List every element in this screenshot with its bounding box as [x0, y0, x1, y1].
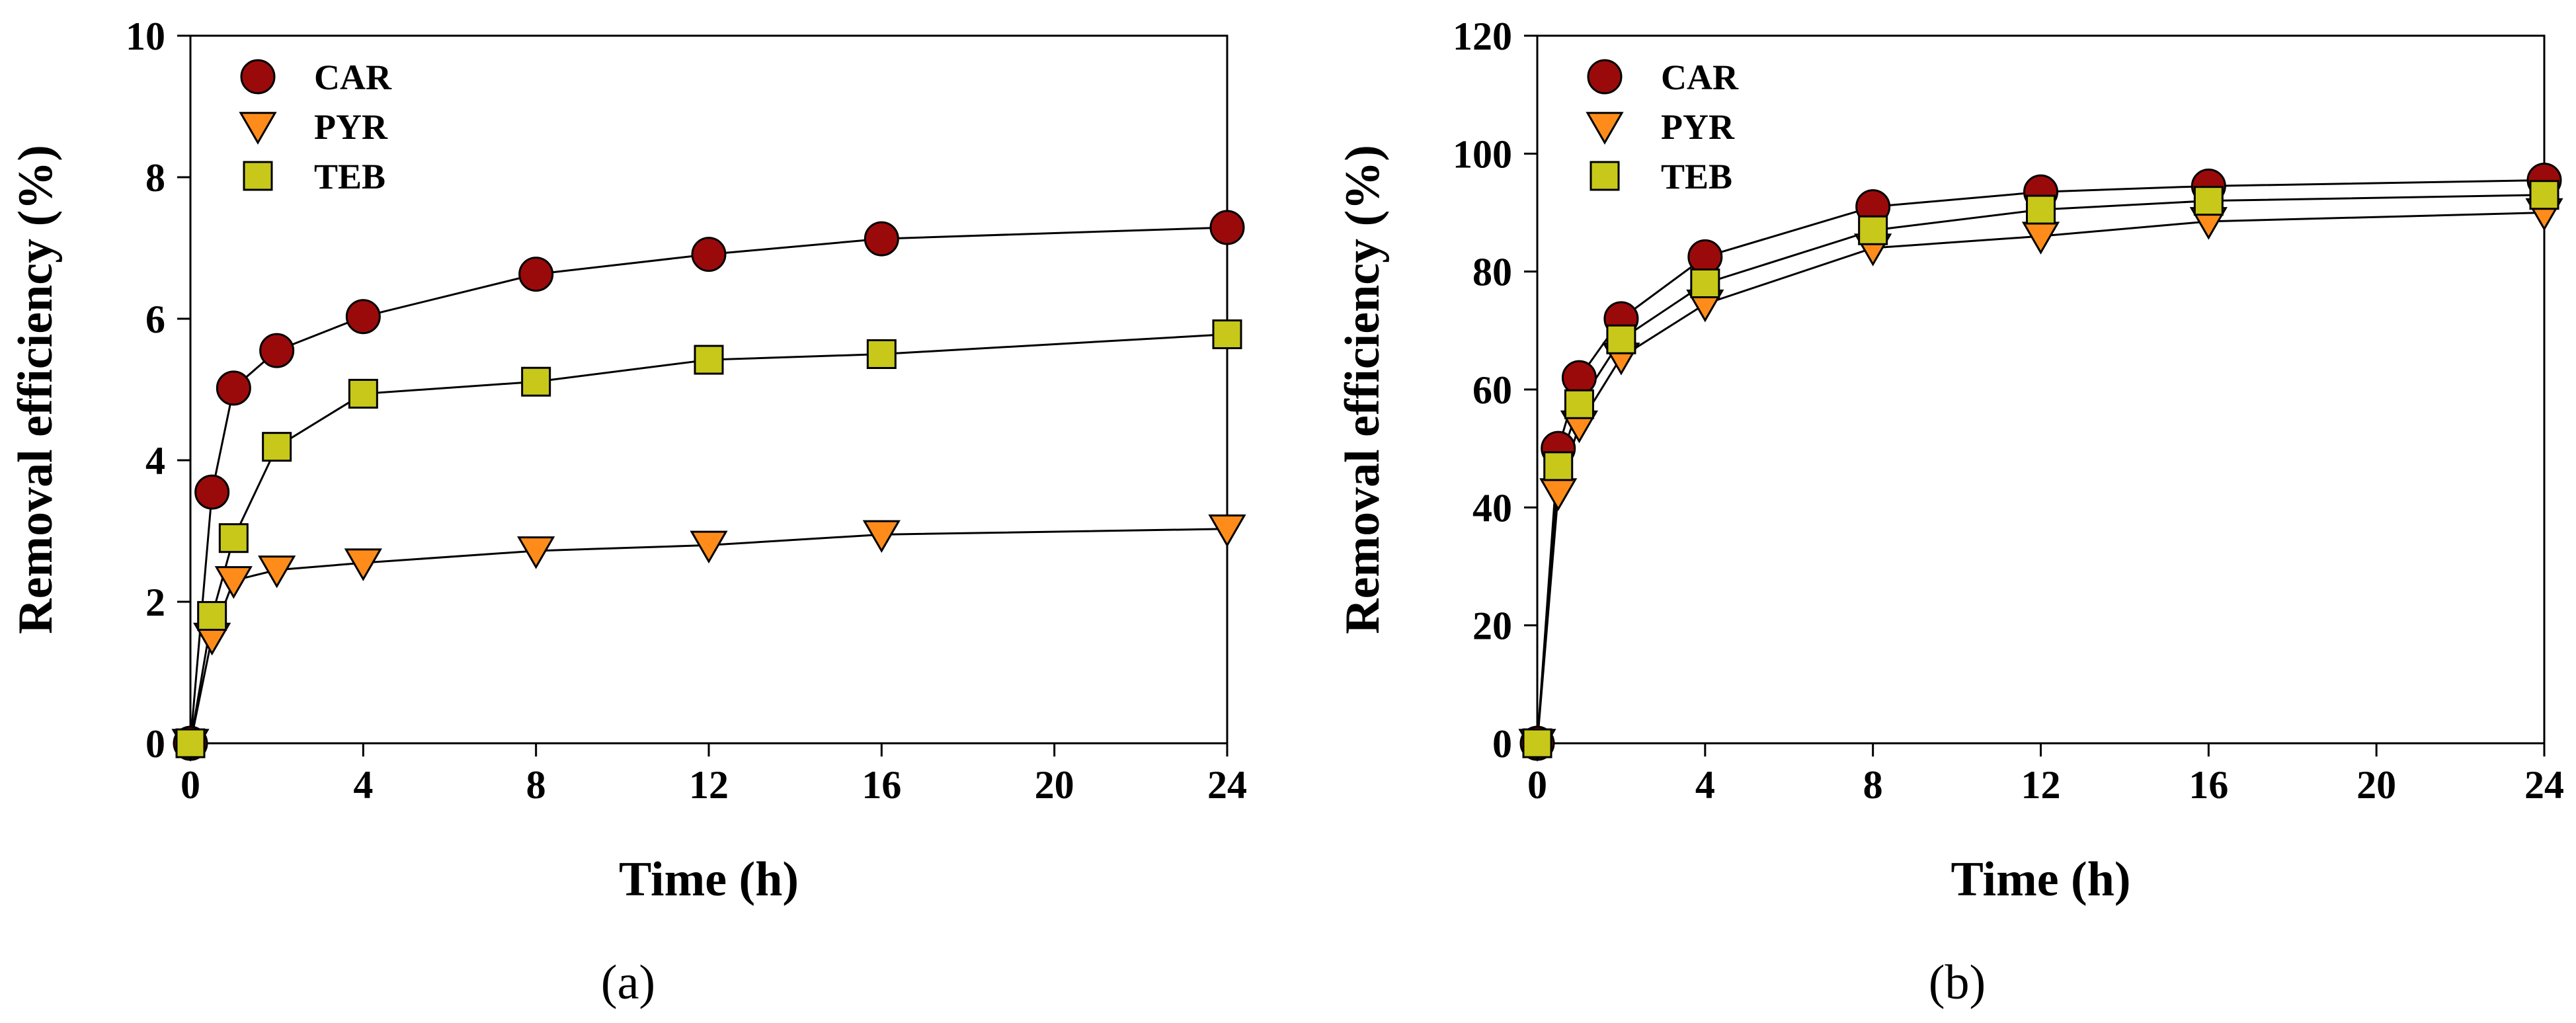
- data-point-teb: [348, 378, 378, 409]
- legend-marker-teb: [1590, 161, 1620, 191]
- legend-marker-pyr: [239, 112, 277, 145]
- data-point-teb: [1858, 215, 1888, 245]
- data-point-teb: [197, 600, 227, 631]
- x-axis-title: Time (h): [1951, 852, 2130, 907]
- data-point-pyr: [344, 548, 382, 581]
- y-tick-label: 20: [1472, 604, 1512, 648]
- data-point-car: [216, 370, 251, 406]
- y-tick-label: 10: [126, 15, 165, 58]
- x-axis-title: Time (h): [619, 852, 799, 907]
- data-point-car: [259, 333, 295, 368]
- data-point-teb: [1212, 319, 1242, 350]
- x-tick-label: 4: [353, 763, 373, 807]
- data-point-pyr: [690, 530, 728, 564]
- x-tick-label: 8: [1863, 763, 1883, 807]
- data-point-pyr: [1208, 514, 1246, 548]
- legend-label-teb: TEB: [314, 157, 385, 196]
- data-point-teb: [2026, 194, 2056, 225]
- x-tick-label: 12: [689, 763, 729, 807]
- x-tick-label: 8: [526, 763, 546, 807]
- legend-label-car: CAR: [314, 58, 392, 97]
- data-point-teb: [218, 523, 249, 553]
- panel-label: (a): [601, 956, 655, 1010]
- y-tick-label: 40: [1472, 486, 1512, 530]
- x-tick-label: 4: [1695, 763, 1715, 807]
- legend-label-car: CAR: [1661, 58, 1739, 97]
- data-point-teb: [866, 339, 897, 369]
- y-tick-label: 4: [145, 439, 165, 483]
- legend-marker-car: [240, 59, 276, 95]
- data-point-car: [1561, 360, 1597, 395]
- data-point-teb: [521, 366, 551, 397]
- data-point-teb: [2193, 186, 2224, 216]
- data-point-teb: [1522, 728, 1552, 758]
- data-point-teb: [2529, 180, 2559, 210]
- data-point-teb: [1606, 324, 1636, 354]
- x-tick-label: 0: [1527, 763, 1547, 807]
- legend-label-pyr: PYR: [314, 107, 388, 147]
- data-point-car: [691, 237, 727, 272]
- y-tick-label: 0: [1492, 722, 1512, 766]
- chart-panel-b: 0 4 8 12 16 20 24 0 20 40 60 80 100 120 Time (h) Remova…: [1336, 15, 2564, 1010]
- y-tick-label: 2: [145, 581, 165, 624]
- data-point-car: [345, 299, 381, 335]
- y-tick-label: 60: [1472, 368, 1512, 412]
- x-tick-label: 24: [1207, 763, 1247, 807]
- data-point-car: [518, 257, 554, 292]
- data-point-pyr: [517, 536, 555, 569]
- y-axis-title: Removal efficiency (%): [1336, 145, 1390, 634]
- data-point-teb: [1543, 451, 1574, 481]
- y-tick-label: 8: [145, 156, 165, 200]
- data-point-teb: [1564, 389, 1594, 419]
- y-tick-label: 80: [1472, 251, 1512, 294]
- series-line-car: [189, 226, 1228, 744]
- data-point-teb: [262, 432, 292, 462]
- x-tick-label: 16: [862, 763, 901, 807]
- data-point-car: [864, 221, 899, 257]
- data-point-teb: [175, 728, 206, 758]
- x-tick-label: 20: [2356, 763, 2396, 807]
- x-tick-label: 16: [2189, 763, 2228, 807]
- x-tick-label: 12: [2021, 763, 2061, 807]
- series-line-car: [1536, 179, 2545, 744]
- data-point-pyr: [862, 520, 901, 553]
- x-tick-label: 0: [181, 763, 200, 807]
- y-tick-label: 0: [145, 722, 165, 766]
- y-tick-label: 100: [1453, 132, 1512, 176]
- panel-label: (b): [1929, 956, 1986, 1010]
- data-point-car: [1687, 239, 1723, 274]
- data-point-pyr: [214, 566, 253, 599]
- data-point-pyr: [1539, 478, 1578, 511]
- data-point-car: [194, 474, 230, 510]
- legend-marker-teb: [243, 161, 273, 191]
- x-tick-label: 24: [2524, 763, 2564, 807]
- data-point-teb: [1690, 268, 1720, 298]
- legend-marker-pyr: [1586, 112, 1624, 145]
- y-axis-title: Removal efficiency (%): [9, 145, 63, 634]
- legend-label-teb: TEB: [1661, 157, 1732, 196]
- legend: CAR PYR TEB: [239, 58, 392, 196]
- y-tick-label: 120: [1453, 15, 1512, 58]
- x-tick-label: 20: [1035, 763, 1074, 807]
- data-point-teb: [694, 345, 724, 375]
- legend-label-pyr: PYR: [1661, 107, 1735, 147]
- legend-marker-car: [1587, 59, 1623, 95]
- y-tick-label: 6: [145, 298, 165, 341]
- data-point-pyr: [258, 555, 296, 589]
- legend: CAR PYR TEB: [1586, 58, 1739, 196]
- series-line-teb: [1536, 194, 2545, 744]
- data-point-car: [1209, 210, 1245, 245]
